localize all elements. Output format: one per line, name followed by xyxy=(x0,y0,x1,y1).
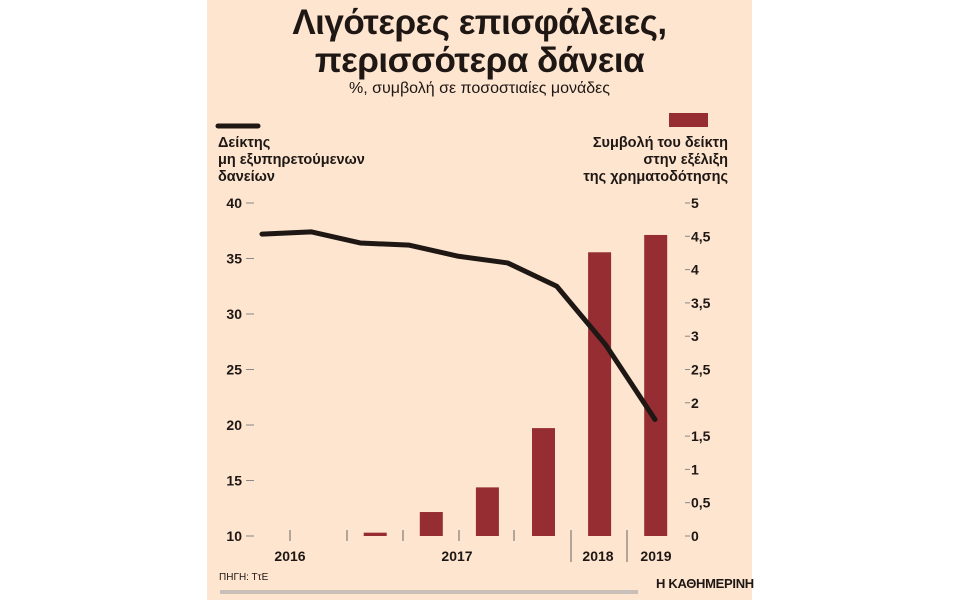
left-tick-label: 15 xyxy=(226,473,242,489)
left-tick-label: 35 xyxy=(226,251,242,267)
year-label: 2017 xyxy=(441,548,472,564)
legend-line-text-3: δανείων xyxy=(218,169,275,185)
legend-bar-text-1: Συμβολή του δείκτη xyxy=(592,135,728,151)
chart-subtitle: %, συμβολή σε ποσοστιαίες μονάδες xyxy=(349,80,610,97)
right-tick-label: 1,5 xyxy=(691,428,711,444)
legend-line-text-2: μη εξυπηρετούμενων xyxy=(218,152,365,168)
title-line-1: Λιγότερες επισφάλειες, xyxy=(292,3,667,42)
left-tick-label: 10 xyxy=(226,528,242,544)
left-tick-label: 40 xyxy=(226,195,242,211)
bar xyxy=(532,428,555,536)
left-tick-label: 25 xyxy=(226,362,242,378)
legend-bar: Συμβολή του δείκτη στην εξέλιξη της χρημ… xyxy=(583,135,728,186)
right-tick-label: 3,5 xyxy=(691,295,711,311)
bar xyxy=(588,252,612,536)
year-label: 2018 xyxy=(582,548,613,564)
year-label: 2019 xyxy=(640,548,671,564)
bar xyxy=(363,532,387,536)
right-tick-label: 2 xyxy=(691,395,699,411)
bar xyxy=(644,234,668,536)
right-tick-label: 1 xyxy=(691,461,699,477)
left-tick-label: 20 xyxy=(226,417,242,433)
legend-line: Δείκτης μη εξυπηρετούμενων δανείων xyxy=(218,135,365,186)
right-tick-label: 2,5 xyxy=(691,362,711,378)
footer-rule xyxy=(220,590,638,594)
brand-logo: Η ΚΑΘΗΜΕΡΙΝΗ xyxy=(656,576,754,591)
legend-bar-text-2: στην εξέλιξη xyxy=(643,152,728,168)
left-tick-label: 30 xyxy=(226,306,242,322)
legend-bar-text-3: της χρηματοδότησης xyxy=(583,169,728,185)
year-label: 2016 xyxy=(274,548,305,564)
legend-bar-swatch xyxy=(669,113,708,127)
right-tick-label: 0,5 xyxy=(691,495,711,511)
right-tick-label: 3 xyxy=(691,328,699,344)
right-tick-label: 4 xyxy=(691,262,699,278)
right-tick-label: 4,5 xyxy=(691,228,711,244)
title-line-2: περισσότερα δάνεια xyxy=(314,41,645,80)
bar xyxy=(419,512,443,536)
bar xyxy=(475,487,499,536)
right-tick-label: 5 xyxy=(691,195,699,211)
legend-line-text-1: Δείκτης xyxy=(218,135,271,151)
chart-title: Λιγότερες επισφάλειες, περισσότερα δάνει… xyxy=(207,4,752,80)
source-note: ΠΗΓΗ: ΤτΕ xyxy=(219,572,269,583)
right-tick-label: 0 xyxy=(691,528,699,544)
